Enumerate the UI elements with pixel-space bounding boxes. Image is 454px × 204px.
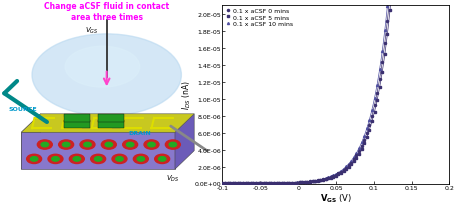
Y-axis label: $I_{DS}$ (nA): $I_{DS}$ (nA)	[181, 80, 193, 110]
0.1 x aCSF 5 mins	[377, 86, 382, 89]
Ellipse shape	[133, 155, 148, 164]
Line: 0.1 x aCSF 10 mins: 0.1 x aCSF 10 mins	[222, 0, 414, 185]
Bar	[64, 120, 89, 129]
0.1 x aCSF 0 mins	[377, 78, 382, 80]
Polygon shape	[21, 133, 175, 169]
Ellipse shape	[101, 140, 116, 149]
0.1 x aCSF 5 mins	[220, 182, 225, 185]
Ellipse shape	[94, 157, 102, 161]
0.1 x aCSF 10 mins	[220, 182, 225, 185]
Text: Change aCSF fluid in contact
area three times: Change aCSF fluid in contact area three …	[44, 2, 169, 22]
0.1 x aCSF 5 mins	[364, 136, 370, 139]
Ellipse shape	[137, 157, 144, 161]
Ellipse shape	[84, 143, 91, 147]
0.1 x aCSF 0 mins	[372, 104, 377, 107]
Text: $V_{GS}$: $V_{GS}$	[85, 26, 99, 36]
Ellipse shape	[155, 155, 170, 164]
Ellipse shape	[52, 157, 59, 161]
Ellipse shape	[112, 155, 127, 164]
Text: SOURCE: SOURCE	[9, 106, 37, 111]
Ellipse shape	[65, 47, 140, 88]
Ellipse shape	[165, 140, 180, 149]
Ellipse shape	[105, 143, 113, 147]
Ellipse shape	[91, 155, 106, 164]
Legend: 0.1 x aCSF 0 mins, 0.1 x aCSF 5 mins, 0.1 x aCSF 10 mins: 0.1 x aCSF 0 mins, 0.1 x aCSF 5 mins, 0.…	[224, 8, 294, 28]
Ellipse shape	[169, 143, 177, 147]
Text: $V_{DS}$: $V_{DS}$	[167, 173, 180, 183]
Ellipse shape	[123, 140, 138, 149]
Bar	[64, 114, 89, 122]
Ellipse shape	[158, 157, 166, 161]
Ellipse shape	[148, 143, 155, 147]
Ellipse shape	[126, 143, 134, 147]
0.1 x aCSF 5 mins	[369, 121, 375, 123]
Line: 0.1 x aCSF 0 mins: 0.1 x aCSF 0 mins	[222, 0, 414, 185]
Ellipse shape	[59, 140, 74, 149]
Ellipse shape	[41, 143, 49, 147]
Ellipse shape	[73, 157, 80, 161]
0.1 x aCSF 10 mins	[377, 69, 382, 71]
Bar	[98, 114, 124, 122]
Polygon shape	[175, 114, 194, 169]
0.1 x aCSF 10 mins	[369, 109, 375, 111]
Ellipse shape	[62, 143, 70, 147]
Ellipse shape	[144, 140, 159, 149]
0.1 x aCSF 5 mins	[235, 182, 241, 185]
Text: DRAIN: DRAIN	[128, 131, 151, 136]
Ellipse shape	[69, 155, 84, 164]
Ellipse shape	[30, 157, 38, 161]
0.1 x aCSF 0 mins	[364, 132, 370, 135]
0.1 x aCSF 0 mins	[369, 115, 375, 118]
0.1 x aCSF 0 mins	[235, 182, 241, 185]
Ellipse shape	[27, 155, 42, 164]
Bar	[98, 120, 124, 129]
Ellipse shape	[116, 157, 123, 161]
Polygon shape	[21, 114, 40, 169]
0.1 x aCSF 10 mins	[372, 98, 377, 100]
Ellipse shape	[80, 140, 95, 149]
Ellipse shape	[37, 140, 52, 149]
0.1 x aCSF 10 mins	[364, 128, 370, 130]
X-axis label: $\mathbf{V_{GS}}$ (V): $\mathbf{V_{GS}}$ (V)	[320, 191, 352, 204]
Ellipse shape	[48, 155, 63, 164]
Ellipse shape	[32, 35, 182, 116]
Line: 0.1 x aCSF 5 mins: 0.1 x aCSF 5 mins	[222, 0, 414, 185]
0.1 x aCSF 0 mins	[220, 182, 225, 185]
0.1 x aCSF 5 mins	[372, 111, 377, 113]
0.1 x aCSF 10 mins	[235, 182, 241, 185]
Polygon shape	[21, 114, 194, 133]
